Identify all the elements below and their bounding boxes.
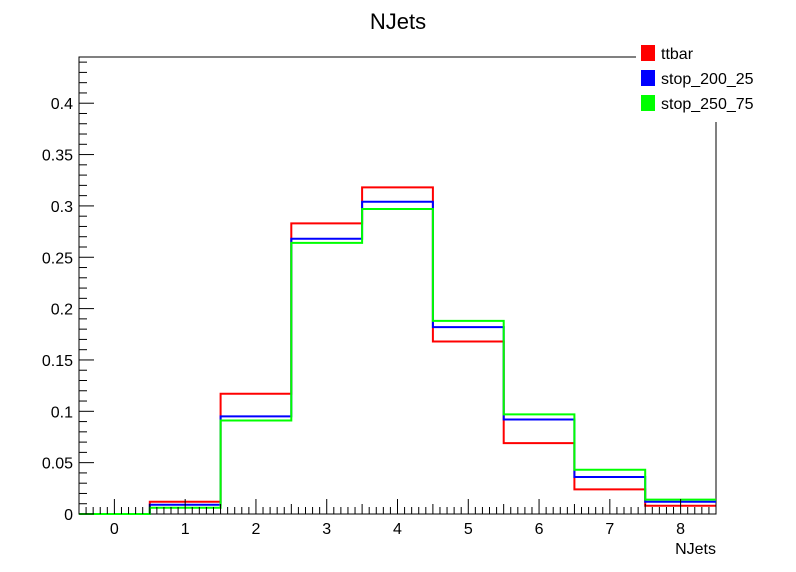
x-tick-label: 0 <box>110 521 119 538</box>
y-tick-label: 0 <box>64 507 73 524</box>
x-tick-label: 4 <box>393 521 402 538</box>
legend-label: ttbar <box>661 46 694 63</box>
plot-area: 0 0.05 0.1 0.15 0.2 0.25 0.3 0.35 0.4 0 1 2 3 4 5 6 7 8 <box>42 56 717 538</box>
y-tick-label: 0.1 <box>51 404 73 421</box>
x-tick-label: 7 <box>605 521 614 538</box>
y-tick-label: 0.15 <box>42 353 73 370</box>
legend-swatch <box>641 70 655 86</box>
legend-swatch <box>641 45 655 61</box>
x-tick-label: 2 <box>251 521 260 538</box>
x-tick-label: 5 <box>464 521 473 538</box>
series-line <box>79 208 716 515</box>
y-tick-label: 0.35 <box>42 148 73 165</box>
x-tick-label: 1 <box>181 521 190 538</box>
series-line <box>79 186 716 515</box>
legend: ttbar stop_200_25 stop_250_75 <box>636 40 754 122</box>
x-axis-label: NJets <box>675 541 716 558</box>
y-tick-label: 0.2 <box>51 302 73 319</box>
series-group <box>79 186 716 515</box>
plot-frame <box>78 56 717 515</box>
y-tick-label: 0.4 <box>51 96 73 113</box>
legend-label: stop_250_75 <box>661 96 754 113</box>
series-line <box>79 200 716 515</box>
y-tick-label: 0.3 <box>51 199 73 216</box>
legend-items: ttbar stop_200_25 stop_250_75 <box>641 45 754 113</box>
x-tick-label: 8 <box>676 521 685 538</box>
chart-title: NJets <box>370 9 426 34</box>
y-tick-label: 0.25 <box>42 250 73 267</box>
x-tick-label: 3 <box>322 521 331 538</box>
y-tick-label: 0.05 <box>42 456 73 473</box>
x-tick-label: 6 <box>535 521 544 538</box>
legend-swatch <box>641 95 655 111</box>
legend-label: stop_200_25 <box>661 71 754 88</box>
y-axis: 0 0.05 0.1 0.15 0.2 0.25 0.3 0.35 0.4 <box>42 61 94 524</box>
x-axis: 0 1 2 3 4 5 6 7 8 <box>78 499 717 538</box>
